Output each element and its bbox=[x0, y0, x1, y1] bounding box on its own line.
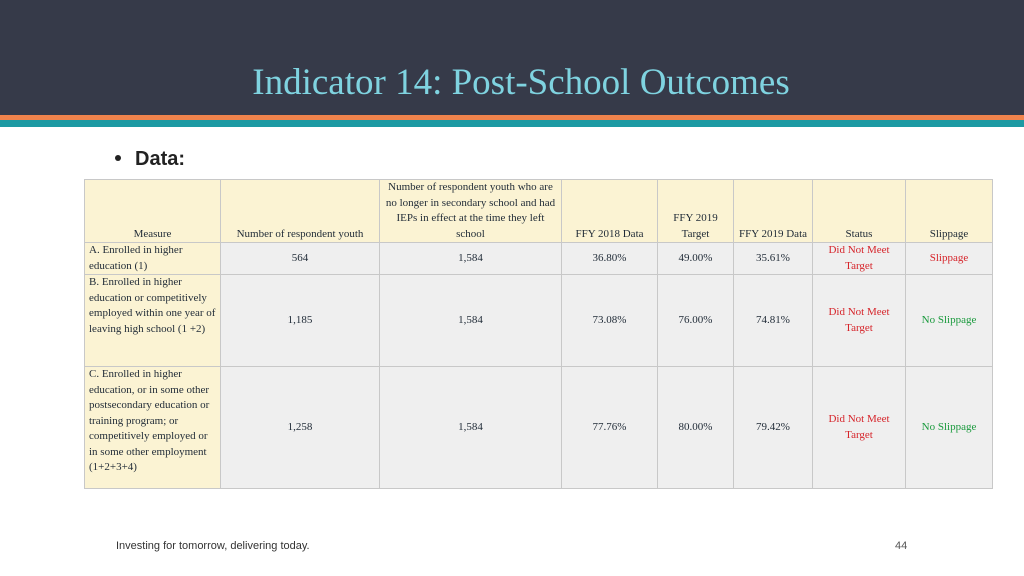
header-status: Status bbox=[812, 179, 906, 243]
target-cell: 76.00% bbox=[657, 274, 734, 367]
table-row: B. Enrolled in higher education or compe… bbox=[84, 274, 993, 367]
respondents-cell: 564 bbox=[220, 242, 380, 275]
table-header-row: Measure Number of respondent youth Numbe… bbox=[84, 179, 993, 243]
header-slippage: Slippage bbox=[905, 179, 993, 243]
status-cell: Did Not Meet Target bbox=[812, 242, 906, 275]
total-cell: 1,584 bbox=[379, 242, 562, 275]
measure-cell: C. Enrolled in higher education, or in s… bbox=[84, 366, 221, 489]
ffy2019-cell: 79.42% bbox=[733, 366, 813, 489]
target-cell: 80.00% bbox=[657, 366, 734, 489]
slippage-cell: No Slippage bbox=[905, 274, 993, 367]
measure-cell: B. Enrolled in higher education or compe… bbox=[84, 274, 221, 367]
bullet-label: Data: bbox=[135, 148, 186, 170]
target-cell: 49.00% bbox=[657, 242, 734, 275]
table-row: A. Enrolled in higher education (1) 564 … bbox=[84, 242, 993, 275]
measure-cell: A. Enrolled in higher education (1) bbox=[84, 242, 221, 275]
total-cell: 1,584 bbox=[379, 366, 562, 489]
slide-header bbox=[0, 0, 1024, 115]
ffy2018-cell: 73.08% bbox=[561, 274, 658, 367]
accent-stripe-orange bbox=[0, 115, 1024, 120]
slide-title: Indicator 14: Post-School Outcomes bbox=[252, 62, 790, 103]
respondents-cell: 1,258 bbox=[220, 366, 380, 489]
accent-stripe-teal bbox=[0, 120, 1024, 127]
slippage-cell: No Slippage bbox=[905, 366, 993, 489]
footer-tagline: Investing for tomorrow, delivering today… bbox=[116, 540, 310, 552]
bullet-icon bbox=[115, 154, 121, 161]
table-row: C. Enrolled in higher education, or in s… bbox=[84, 366, 993, 489]
status-cell: Did Not Meet Target bbox=[812, 366, 906, 489]
ffy2019-cell: 74.81% bbox=[733, 274, 813, 367]
page-number: 44 bbox=[895, 540, 908, 552]
respondents-cell: 1,185 bbox=[220, 274, 380, 367]
outcomes-table: Measure Number of respondent youth Numbe… bbox=[84, 179, 993, 489]
ffy2018-cell: 36.80% bbox=[561, 242, 658, 275]
header-ffy2018-data: FFY 2018 Data bbox=[561, 179, 658, 243]
total-cell: 1,584 bbox=[379, 274, 562, 367]
header-ffy2019-target: FFY 2019 Target bbox=[657, 179, 734, 243]
bullet-data: Data: bbox=[115, 146, 185, 172]
status-cell: Did Not Meet Target bbox=[812, 274, 906, 367]
slippage-cell: Slippage bbox=[905, 242, 993, 275]
ffy2019-cell: 35.61% bbox=[733, 242, 813, 275]
header-total-leavers: Number of respondent youth who are no lo… bbox=[379, 179, 562, 243]
header-measure: Measure bbox=[84, 179, 221, 243]
header-respondents: Number of respondent youth bbox=[220, 179, 380, 243]
ffy2018-cell: 77.76% bbox=[561, 366, 658, 489]
header-ffy2019-data: FFY 2019 Data bbox=[733, 179, 813, 243]
